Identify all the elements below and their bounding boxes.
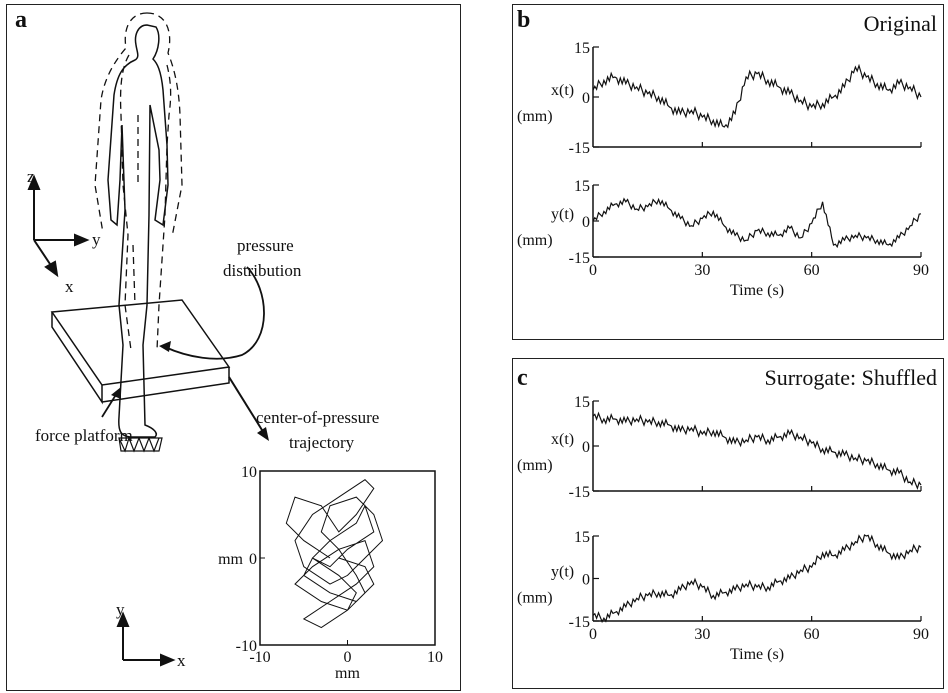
c-xt-ytick-label: 0: [582, 439, 590, 456]
c-yt-ylabel-unit: (mm): [517, 590, 553, 607]
b-xt-series-line: [592, 63, 922, 129]
panel-b-chart: 150-15x(t)(mm)150-15y(t)(mm)0 30 60 90Time …: [517, 40, 929, 299]
cop-xlabel: mm: [335, 665, 360, 682]
axis3d-y-label: y: [92, 230, 101, 249]
b-yt-ylabel-unit: (mm): [517, 232, 553, 249]
c-xt-ytick-label: -15: [569, 484, 590, 501]
cop-ytick-label: 10: [241, 464, 257, 481]
panel-a-label: a: [15, 7, 27, 33]
pressure-label-line2: distribution: [223, 261, 302, 280]
cop-label-line1: center-of-pressure: [256, 408, 379, 427]
panel-c: c Surrogate: Shuffled 15 0 -15 x(t) (mm) 15 0-…: [512, 358, 944, 689]
panel-b-label: b: [517, 7, 531, 33]
b-yt-xtick-label: 0: [589, 262, 597, 279]
pressure-arrow: [164, 266, 265, 360]
c-xt-ylabel: x(t): [551, 431, 574, 448]
b-yt-xtick-label: 90: [913, 262, 929, 279]
b-xt-ylabel: x(t): [551, 82, 574, 99]
force-platform: [50, 299, 231, 405]
panel-c-chart: 150-15x(t)(mm)150-15y(t)(mm)0 30 60 90Time …: [517, 394, 929, 663]
c-yt-xtick-label: 60: [804, 626, 820, 643]
c-xt-ylabel-unit: (mm): [517, 457, 553, 474]
cop-ytick-label: 0: [249, 551, 257, 568]
axis2d-x-label: x: [177, 651, 186, 670]
platform-label: force platform: [35, 426, 133, 445]
b-xt-ylabel-unit: (mm): [517, 108, 553, 125]
b-xt-ytick-label: 0: [582, 90, 590, 107]
c-yt-xtick-label: 0: [589, 626, 597, 643]
c-yt-ytick-label: 0: [582, 572, 590, 589]
axis3d-x-label: x: [65, 277, 74, 296]
cop-trajectory: [285, 479, 384, 629]
cop-xtick-label: 0: [344, 649, 352, 666]
b-yt-xtick-label: 60: [804, 262, 820, 279]
b-yt-ytick-label: 15: [574, 178, 590, 195]
c-yt-xlabel: Time (s): [730, 646, 784, 663]
panel-c-title: Surrogate: Shuffled: [764, 365, 937, 390]
b-xt-ytick-label: -15: [569, 140, 590, 157]
panel-a: a z: [6, 4, 461, 691]
panel-b-title: Original: [863, 11, 937, 36]
b-xt-ytick-label: 15: [574, 40, 590, 57]
b-yt-ytick-label: 0: [582, 214, 590, 231]
cop-frame: [259, 470, 436, 646]
c-yt-ytick-label: 15: [574, 529, 590, 546]
cop-xtick-label: -10: [249, 649, 270, 666]
cop-plot: 10 0 -10-10 0 10 mm mm: [218, 464, 443, 682]
sway-envelope: [94, 12, 183, 351]
panel-a-drawing: z y x pressure distribution force platfo…: [27, 12, 443, 682]
cop-label-line2: trajectory: [289, 433, 355, 452]
c-yt-ytick-label: -15: [569, 614, 590, 631]
c-yt-ylabel: y(t): [551, 564, 574, 581]
c-xt-series-line: [592, 411, 922, 490]
axes-3d: [27, 174, 90, 278]
panel-b: b Original 15 0 -15 x(t) (mm) 15 0 -15 y(t) (mm) 0…: [512, 4, 944, 340]
axis3d-z-label: z: [27, 167, 35, 186]
cop-xtick-label: 10: [427, 649, 443, 666]
b-yt-xlabel: Time (s): [730, 282, 784, 299]
b-yt-xtick-label: 30: [694, 262, 710, 279]
cop-ylabel: mm: [218, 551, 243, 568]
c-xt-ytick-label: 15: [574, 394, 590, 411]
b-yt-ylabel: y(t): [551, 206, 574, 223]
axis2d-y-label: y: [116, 600, 125, 619]
c-yt-xtick-label: 30: [694, 626, 710, 643]
b-yt-series-line: [592, 197, 922, 249]
pressure-label-line1: pressure: [237, 236, 294, 255]
panel-c-label: c: [517, 365, 528, 391]
axes-2d: [116, 611, 176, 667]
b-yt-ytick-label: -15: [569, 250, 590, 267]
human-figure: [107, 24, 169, 438]
c-yt-series-line: [592, 534, 922, 624]
c-yt-xtick-label: 90: [913, 626, 929, 643]
pressure-footprint: [118, 436, 163, 453]
cop-ytick-label: -10: [236, 638, 257, 655]
